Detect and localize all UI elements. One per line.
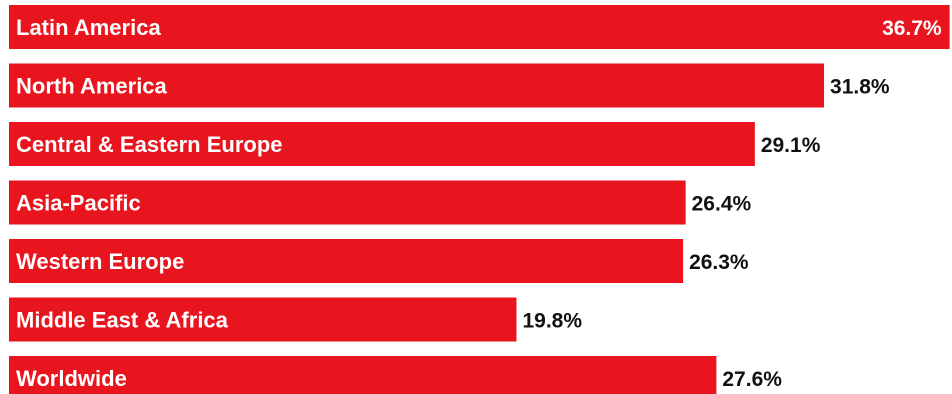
bar-latin-america [9, 5, 950, 49]
value-label-asia-pacific: 26.4% [692, 193, 752, 216]
category-label-latin-america: Latin America [16, 15, 161, 40]
value-label-north-america: 31.8% [830, 76, 890, 99]
bar-western-europe [9, 239, 684, 283]
value-label-central-and-eastern-europe: 29.1% [761, 134, 821, 157]
category-label-asia-pacific: Asia-Pacific [16, 191, 141, 216]
bar-central-and-eastern-europe [9, 122, 755, 166]
value-label-middle-east-and-africa: 19.8% [522, 310, 582, 333]
category-label-central-and-eastern-europe: Central & Eastern Europe [16, 132, 283, 157]
value-label-worldwide: 27.6% [722, 368, 782, 391]
bars-group: Latin America 36.7% North America 31.8% Cent… [9, 5, 950, 394]
category-label-worldwide: Worldwide [16, 366, 127, 391]
category-label-middle-east-and-africa: Middle East & Africa [16, 308, 229, 333]
bar-north-america [9, 63, 825, 108]
category-label-north-america: North America [16, 74, 168, 99]
category-label-western-europe: Western Europe [16, 249, 184, 274]
bar-worldwide [9, 356, 717, 394]
value-label-latin-america: 36.7% [882, 17, 942, 40]
bar-middle-east-and-africa [9, 297, 517, 342]
value-label-western-europe: 26.3% [689, 251, 749, 274]
bar-asia-pacific [9, 180, 686, 225]
